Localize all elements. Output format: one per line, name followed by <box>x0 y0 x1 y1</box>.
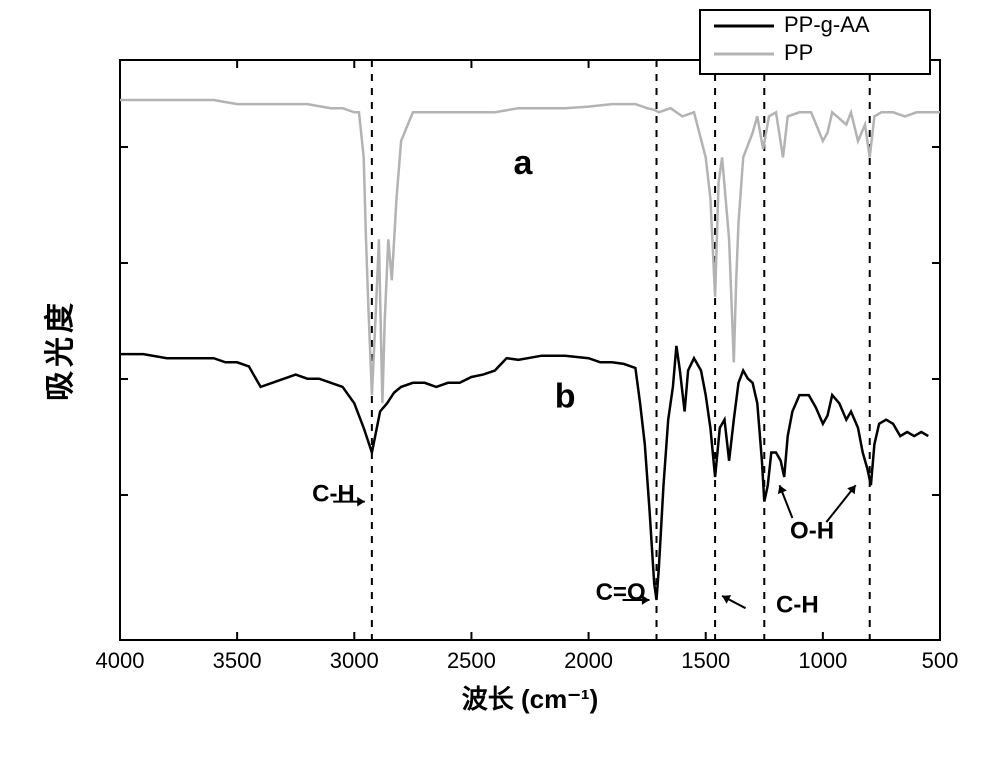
annotation-C-H: C-H <box>312 481 355 508</box>
annotation-C=O: C=O <box>596 579 646 606</box>
x-tick-label: 4000 <box>96 648 145 673</box>
x-tick-label: 2500 <box>447 648 496 673</box>
x-tick-label: 1000 <box>798 648 847 673</box>
chart-svg: 4000 3500 3000 2500 2000 1500 1000 500 波长 (cm⁻¹)… <box>0 0 1000 770</box>
legend-label: PP-g-AA <box>784 12 870 37</box>
x-tick-label: 2000 <box>564 648 613 673</box>
annotation-C-H: C-H <box>776 591 819 618</box>
series-PP-g-AA <box>120 346 928 600</box>
x-tick-label: 500 <box>922 648 959 673</box>
legend: PP-g-AA PP <box>700 10 930 74</box>
x-tick-label: 1500 <box>681 648 730 673</box>
legend-label: PP <box>784 40 813 65</box>
series-marker-a: a <box>514 144 534 182</box>
y-axis-label: 吸光度 <box>44 299 77 401</box>
x-tick-label: 3500 <box>213 648 262 673</box>
ir-spectrum-figure: 4000 3500 3000 2500 2000 1500 1000 500 波长 (cm⁻¹)… <box>0 0 1000 770</box>
series-marker-b: b <box>555 377 576 415</box>
x-axis-label: 波长 (cm⁻¹) <box>462 684 599 714</box>
x-tick-label: 3000 <box>330 648 379 673</box>
